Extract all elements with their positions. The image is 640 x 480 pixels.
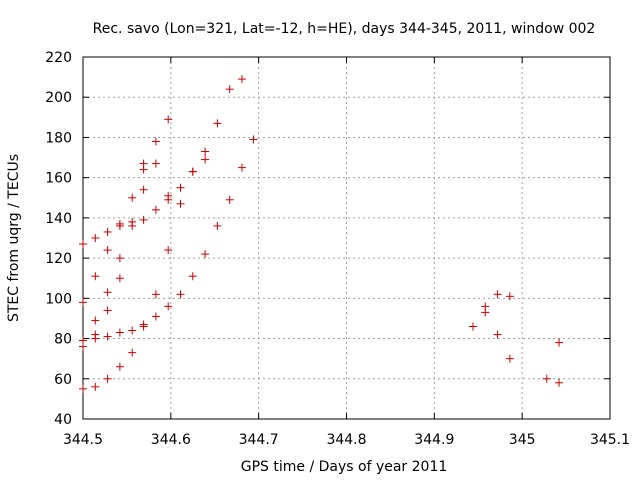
data-point-marker — [249, 135, 258, 144]
data-point-marker — [151, 137, 160, 146]
data-point-marker — [91, 316, 100, 325]
data-point-marker — [176, 183, 185, 192]
data-point-marker — [151, 312, 160, 321]
y-tick-label: 80 — [54, 332, 72, 348]
y-tick-label: 120 — [45, 251, 72, 267]
data-point-marker — [115, 362, 124, 371]
data-point-marker — [213, 119, 222, 128]
data-point-marker — [91, 334, 100, 343]
y-tick-label: 220 — [45, 50, 72, 66]
data-point-marker — [91, 382, 100, 391]
y-tick-label: 100 — [45, 291, 72, 307]
data-point-marker — [139, 215, 148, 224]
data-point-marker — [201, 147, 210, 156]
data-point-marker — [103, 374, 112, 383]
x-tick-label: 344.7 — [239, 432, 279, 448]
data-point-marker — [103, 306, 112, 315]
x-tick-label: 344.5 — [63, 432, 103, 448]
x-tick-label: 345.1 — [590, 432, 630, 448]
data-point-marker — [237, 163, 246, 172]
y-tick-label: 180 — [45, 130, 72, 146]
data-point-marker — [225, 195, 234, 204]
data-point-marker — [176, 290, 185, 299]
x-axis-label: GPS time / Days of year 2011 — [241, 459, 448, 475]
data-point-marker — [555, 378, 564, 387]
grid-lines — [83, 57, 610, 419]
data-point-marker — [115, 221, 124, 230]
y-axis-label: STEC from uqrg / TECUs — [6, 154, 22, 322]
data-point-marker — [139, 185, 148, 194]
y-tick-label: 200 — [45, 90, 72, 106]
data-point-marker — [79, 342, 87, 351]
x-tick-label: 344.8 — [326, 432, 366, 448]
x-tick-labels: 344.5 344.6 344.7 344.8 344.9 345 345.1 — [63, 432, 630, 448]
data-point-marker — [555, 338, 564, 347]
data-point-marker — [91, 272, 100, 281]
data-point-marker — [201, 250, 210, 259]
chart-title: Rec. savo (Lon=321, Lat=-12, h=HE), days… — [93, 21, 596, 37]
data-point-marker — [481, 308, 490, 317]
y-tick-label: 140 — [45, 211, 72, 227]
axis-ticks — [82, 56, 611, 420]
data-point-marker — [176, 199, 185, 208]
data-point-marker — [103, 246, 112, 255]
data-point-marker — [139, 322, 148, 331]
x-tick-label: 345 — [509, 432, 536, 448]
data-point-marker — [91, 234, 100, 242]
x-tick-label: 344.6 — [151, 432, 191, 448]
data-point-marker — [164, 302, 173, 311]
data-point-marker — [468, 322, 477, 331]
data-point-marker — [103, 227, 112, 236]
y-tick-label: 160 — [45, 171, 72, 187]
data-point-marker — [237, 75, 246, 84]
data-point-marker — [79, 298, 87, 307]
data-point-marker — [79, 384, 87, 393]
data-point-marker — [151, 290, 160, 299]
data-point-marker — [164, 115, 173, 124]
data-point-marker — [188, 167, 197, 176]
data-point-marker — [151, 205, 160, 214]
data-point-marker — [164, 195, 173, 204]
data-point-marker — [213, 221, 222, 230]
data-point-marker — [164, 246, 173, 255]
data-points — [79, 75, 564, 393]
data-point-marker — [139, 165, 148, 174]
data-point-marker — [542, 374, 551, 383]
data-point-marker — [115, 274, 124, 283]
data-point-marker — [128, 348, 137, 357]
data-point-marker — [201, 155, 210, 164]
x-tick-label: 344.9 — [414, 432, 454, 448]
data-point-marker — [505, 292, 514, 301]
data-point-marker — [128, 221, 137, 230]
data-point-marker — [505, 354, 514, 363]
y-tick-labels: 40 60 80 100 120 140 160 180 200 220 — [45, 50, 72, 428]
y-tick-label: 40 — [54, 412, 72, 428]
data-point-marker — [79, 240, 87, 249]
data-point-marker — [103, 288, 112, 297]
data-point-marker — [151, 159, 160, 168]
data-point-marker — [103, 332, 112, 341]
data-point-marker — [128, 326, 137, 335]
y-tick-label: 60 — [54, 372, 72, 388]
data-point-marker — [188, 272, 197, 281]
data-point-marker — [225, 85, 234, 94]
data-point-marker — [493, 330, 502, 339]
data-point-marker — [493, 290, 502, 299]
data-point-marker — [115, 328, 124, 337]
data-point-marker — [128, 193, 137, 202]
data-point-marker — [115, 254, 124, 263]
